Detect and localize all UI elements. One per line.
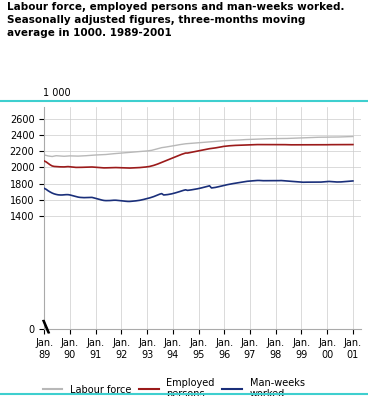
Legend: Labour force, Employed
persons, Man-weeks
worked: Labour force, Employed persons, Man-week…: [43, 378, 305, 396]
Text: Labour force, employed persons and man-weeks worked.
Seasonally adjusted figures: Labour force, employed persons and man-w…: [7, 2, 345, 38]
Text: 1 000: 1 000: [43, 88, 70, 98]
